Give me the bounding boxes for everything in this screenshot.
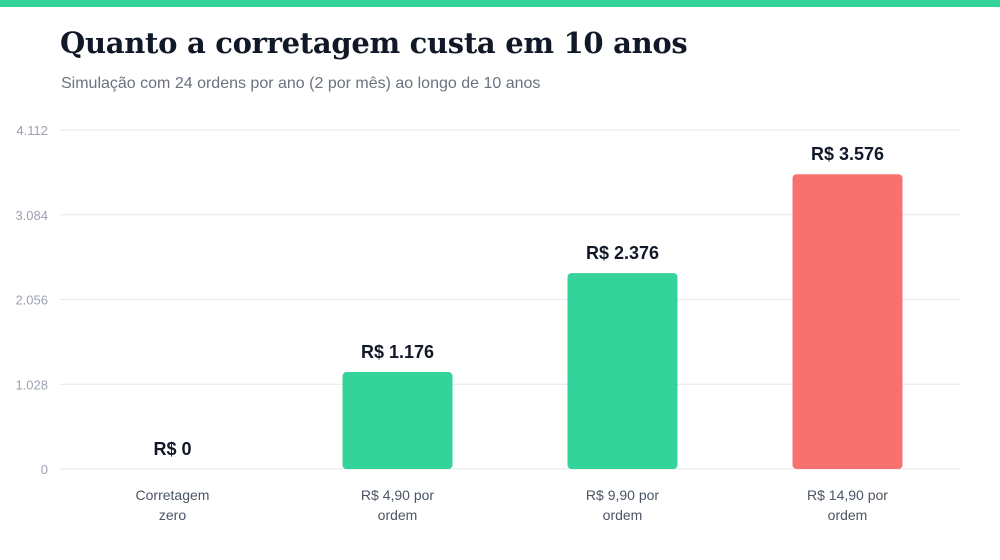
x-tick-label: ordem: [603, 507, 643, 523]
y-tick-label: 3.084: [15, 208, 48, 223]
y-tick-label: 0: [41, 462, 48, 477]
x-tick-label: ordem: [378, 507, 418, 523]
top-accent-bar: [0, 0, 1000, 7]
y-tick-label: 2.056: [15, 293, 48, 308]
chart-title: Quanto a corretagem custa em 10 anos: [60, 26, 688, 60]
data-label: R$ 3.576: [811, 144, 884, 164]
x-tick-label: R$ 9,90 por: [586, 487, 659, 503]
x-tick-label: R$ 14,90 por: [807, 487, 888, 503]
y-tick-label: 1.028: [15, 377, 48, 392]
x-tick-label: R$ 4,90 por: [361, 487, 434, 503]
chart-subtitle: Simulação com 24 ordens por ano (2 por m…: [61, 75, 541, 92]
data-label: R$ 1.176: [361, 342, 434, 362]
x-tick-label: zero: [159, 507, 186, 523]
data-label: R$ 2.376: [586, 243, 659, 263]
x-tick-label: ordem: [828, 507, 868, 523]
bar: [342, 372, 453, 469]
bar: [792, 174, 903, 469]
data-label: R$ 0: [153, 439, 191, 459]
x-tick-label: Corretagem: [136, 487, 210, 503]
bar: [567, 273, 678, 469]
y-tick-label: 4.112: [16, 123, 48, 138]
